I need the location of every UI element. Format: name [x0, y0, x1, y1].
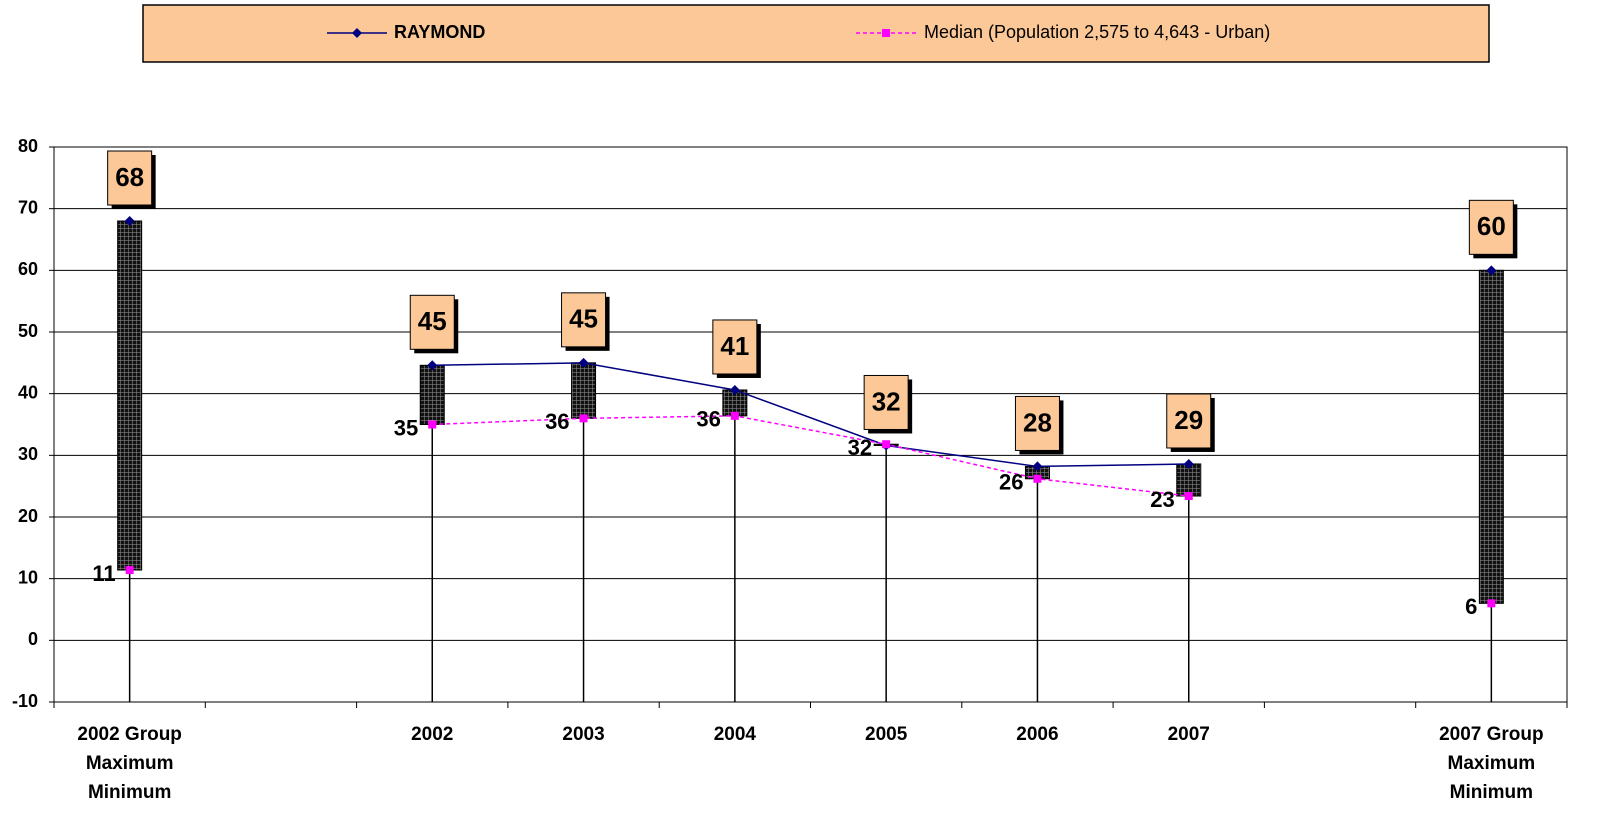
y-tick-label: -10 — [12, 691, 38, 711]
x-tick-label: 2002 — [411, 724, 453, 745]
x-tick-label: 2007 Group Maximum Minimum — [1439, 724, 1544, 803]
x-tick-label: 2004 — [714, 724, 757, 745]
y-tick-label: 80 — [18, 136, 38, 156]
data-label: 36 — [696, 407, 720, 432]
diamond-marker — [1486, 265, 1497, 276]
series-line — [432, 415, 1189, 497]
data-label: 29 — [1174, 405, 1203, 435]
x-tick-label: 2007 — [1168, 724, 1210, 745]
diamond-marker — [1032, 461, 1043, 472]
y-tick-label: 70 — [18, 197, 38, 217]
diamond-marker — [427, 360, 438, 371]
square-marker — [1487, 599, 1496, 608]
square-marker — [579, 414, 588, 423]
label-box — [409, 294, 455, 350]
legend-label: Median (Population 2,575 to 4,643 - Urba… — [924, 22, 1270, 42]
data-label: 32 — [872, 386, 901, 416]
data-label: 6 — [1465, 594, 1477, 619]
square-marker — [730, 411, 739, 420]
label-box — [561, 292, 607, 348]
label-box — [107, 150, 153, 206]
diamond-marker — [729, 384, 740, 395]
label-box — [1166, 393, 1212, 449]
data-label: 23 — [1150, 487, 1174, 512]
y-tick-label: 0 — [28, 629, 38, 649]
y-tick-label: 20 — [18, 506, 38, 526]
square-marker — [1184, 492, 1193, 501]
square-marker — [882, 440, 891, 449]
y-tick-label: 40 — [18, 382, 38, 402]
x-tick-label: 2006 — [1016, 724, 1058, 745]
diamond-marker — [578, 357, 589, 368]
high-low-bar — [117, 220, 143, 571]
y-tick-label: 10 — [18, 567, 38, 587]
data-label: 68 — [115, 162, 144, 192]
data-label: 45 — [569, 304, 598, 334]
label-box — [1014, 395, 1060, 451]
data-label: 32 — [848, 435, 872, 460]
data-label: 41 — [720, 331, 749, 361]
data-label: 35 — [394, 415, 418, 440]
label-box — [863, 374, 909, 430]
y-tick-label: 30 — [18, 444, 38, 464]
data-label: 11 — [92, 561, 115, 586]
diamond-marker — [1183, 458, 1194, 469]
series-line — [432, 362, 1189, 468]
plot-area — [53, 146, 1568, 703]
diamond-marker — [124, 216, 135, 226]
data-label: 28 — [1023, 407, 1052, 437]
data-label: 45 — [418, 306, 447, 336]
label-box — [1468, 199, 1514, 255]
data-label: 60 — [1477, 211, 1506, 241]
high-low-bar — [419, 364, 445, 425]
y-tick-label: 50 — [18, 321, 38, 341]
x-tick-label: 2002 Group Maximum Minimum — [77, 724, 182, 803]
high-low-bar — [571, 362, 597, 419]
legend-label: RAYMOND — [394, 22, 485, 42]
square-marker — [428, 420, 437, 429]
square-marker — [1033, 474, 1042, 483]
square-marker — [125, 566, 134, 575]
legend-marker — [352, 28, 362, 38]
data-label: 36 — [545, 409, 569, 434]
high-low-bar — [1478, 269, 1504, 604]
x-tick-label: 2005 — [865, 724, 908, 745]
label-box — [712, 319, 758, 375]
x-tick-label: 2003 — [562, 724, 604, 745]
legend-marker — [882, 29, 890, 37]
data-label: 26 — [999, 470, 1023, 495]
y-tick-label: 60 — [18, 259, 38, 279]
